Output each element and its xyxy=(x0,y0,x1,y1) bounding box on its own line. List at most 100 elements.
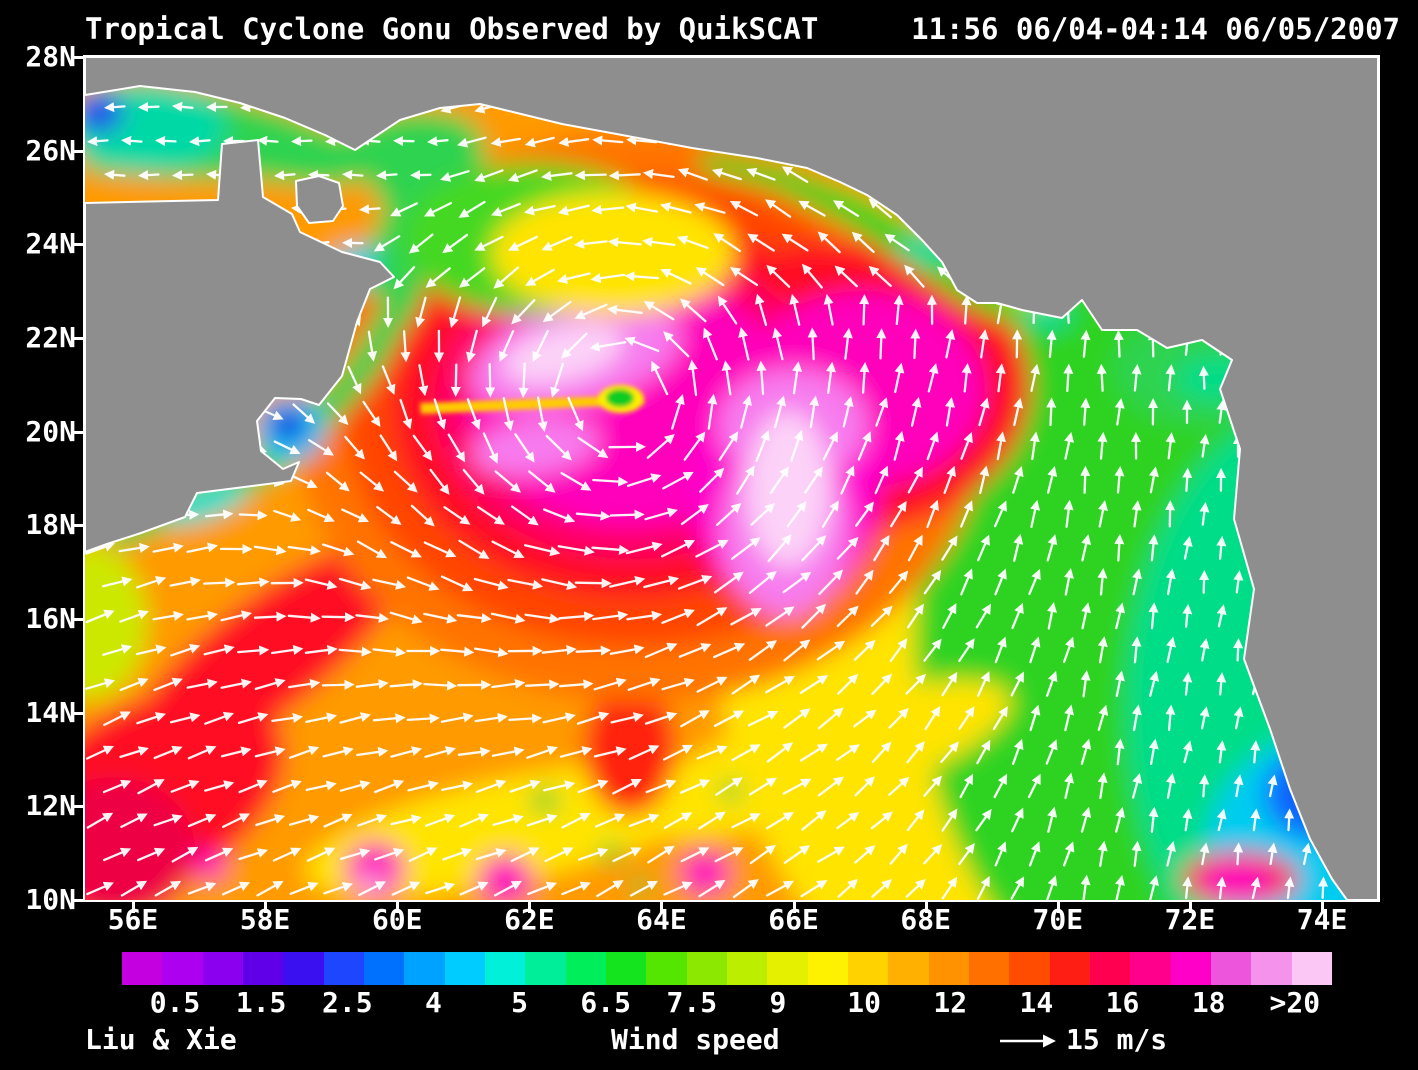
wind-arrow xyxy=(626,473,662,487)
colorbar-tick-label: 18 xyxy=(1191,986,1226,1019)
wind-arrow xyxy=(698,879,726,898)
wind-arrow xyxy=(612,779,642,795)
wind-arrow xyxy=(1284,808,1295,832)
y-tick-mark xyxy=(71,618,84,621)
wind-arrow xyxy=(514,433,535,463)
y-tick-mark xyxy=(71,711,84,715)
wind-arrow xyxy=(573,238,608,249)
wind-arrow xyxy=(889,638,908,663)
wind-arrow xyxy=(372,713,406,724)
wind-arrow xyxy=(1131,363,1142,392)
wind-arrow xyxy=(542,508,576,523)
wind-arrow xyxy=(1166,636,1176,664)
x-tick-mark xyxy=(660,900,664,913)
wind-arrow xyxy=(608,170,641,181)
wind-arrow xyxy=(474,235,504,251)
wind-arrow xyxy=(1064,772,1074,800)
wind-arrow xyxy=(561,332,588,359)
wind-arrow xyxy=(783,845,811,864)
wind-arrow xyxy=(718,431,739,461)
wind-arrow xyxy=(907,534,923,562)
wind-arrow xyxy=(237,712,269,725)
wind-arrow xyxy=(904,264,925,288)
wind-arrow xyxy=(607,237,642,248)
wind-arrow xyxy=(809,395,820,429)
wind-arrow xyxy=(1013,397,1024,427)
wind-arrow xyxy=(628,745,660,761)
map-plot-area xyxy=(83,55,1380,902)
wind-arrow xyxy=(326,402,349,426)
wind-arrow xyxy=(609,575,646,588)
wind-arrow xyxy=(978,397,990,427)
wind-arrow xyxy=(1233,706,1244,730)
wind-arrow xyxy=(1080,465,1091,494)
wind-arrow xyxy=(874,465,889,495)
wind-arrow xyxy=(738,326,750,361)
wind-arrow xyxy=(542,712,576,724)
wind-arrow xyxy=(490,137,522,148)
wind-arrow xyxy=(975,808,992,832)
wind-arrow xyxy=(695,267,725,287)
wind-arrow xyxy=(423,612,458,624)
wind-arrow xyxy=(1216,808,1227,832)
wind-arrow xyxy=(749,844,776,865)
wind-arrow xyxy=(687,359,698,397)
wind-arrow xyxy=(491,202,521,217)
wind-arrow xyxy=(923,638,942,662)
wind-arrow xyxy=(731,813,761,829)
colorbar-segment xyxy=(807,952,848,985)
wind-arrow xyxy=(473,577,509,591)
wind-arrow xyxy=(543,780,576,792)
wind-arrow xyxy=(85,609,115,624)
wind-arrow xyxy=(390,202,418,217)
wind-arrow xyxy=(816,640,846,661)
wind-arrow xyxy=(558,679,594,690)
wind-arrow xyxy=(103,711,131,727)
wind-arrow xyxy=(677,574,713,590)
wind-arrow xyxy=(423,680,458,691)
wind-arrow xyxy=(1132,568,1142,596)
wind-arrow xyxy=(440,170,470,182)
wind-arrow xyxy=(626,610,663,621)
wind-arrow xyxy=(338,577,372,591)
wind-arrow xyxy=(748,640,778,661)
y-tick-label: 20N xyxy=(25,414,76,448)
wind-arrow xyxy=(868,198,892,219)
wind-arrow xyxy=(884,233,910,252)
wind-arrow xyxy=(136,575,167,589)
wind-arrow xyxy=(694,202,726,214)
wind-arrow xyxy=(509,779,541,793)
wind-arrow xyxy=(924,706,941,731)
y-tick-mark xyxy=(71,337,84,340)
colorbar-segment xyxy=(162,952,203,985)
wind-arrow xyxy=(86,136,109,147)
wind-arrow xyxy=(818,569,844,596)
wind-arrow xyxy=(425,882,456,895)
wind-arrow xyxy=(873,534,890,562)
wind-arrow xyxy=(717,295,738,325)
wind-arrow xyxy=(103,102,126,113)
wind-arrow xyxy=(1199,501,1210,526)
colorbar-segment xyxy=(1009,952,1050,985)
wind-arrow xyxy=(1250,740,1261,764)
wind-arrow xyxy=(459,881,489,896)
wind-arrow xyxy=(357,881,387,897)
wind-arrow xyxy=(888,776,910,796)
wind-arrow xyxy=(1233,842,1244,866)
wind-arrow xyxy=(1028,841,1041,867)
wind-arrow xyxy=(524,679,560,690)
wind-arrow xyxy=(1115,806,1126,833)
wind-arrow xyxy=(424,746,457,758)
wind-arrow xyxy=(253,545,287,556)
wind-arrow xyxy=(926,431,939,461)
wind-arrow xyxy=(1301,842,1312,866)
wind-arrow xyxy=(889,843,908,865)
wind-arrow xyxy=(695,539,729,558)
x-tick-mark xyxy=(1056,900,1060,913)
wind-arrow xyxy=(591,544,630,555)
wind-arrow xyxy=(836,605,859,628)
wind-arrow xyxy=(1115,874,1125,900)
y-tick-label: 16N xyxy=(25,602,76,635)
wind-arrow xyxy=(273,509,302,522)
wind-arrow xyxy=(713,571,744,594)
